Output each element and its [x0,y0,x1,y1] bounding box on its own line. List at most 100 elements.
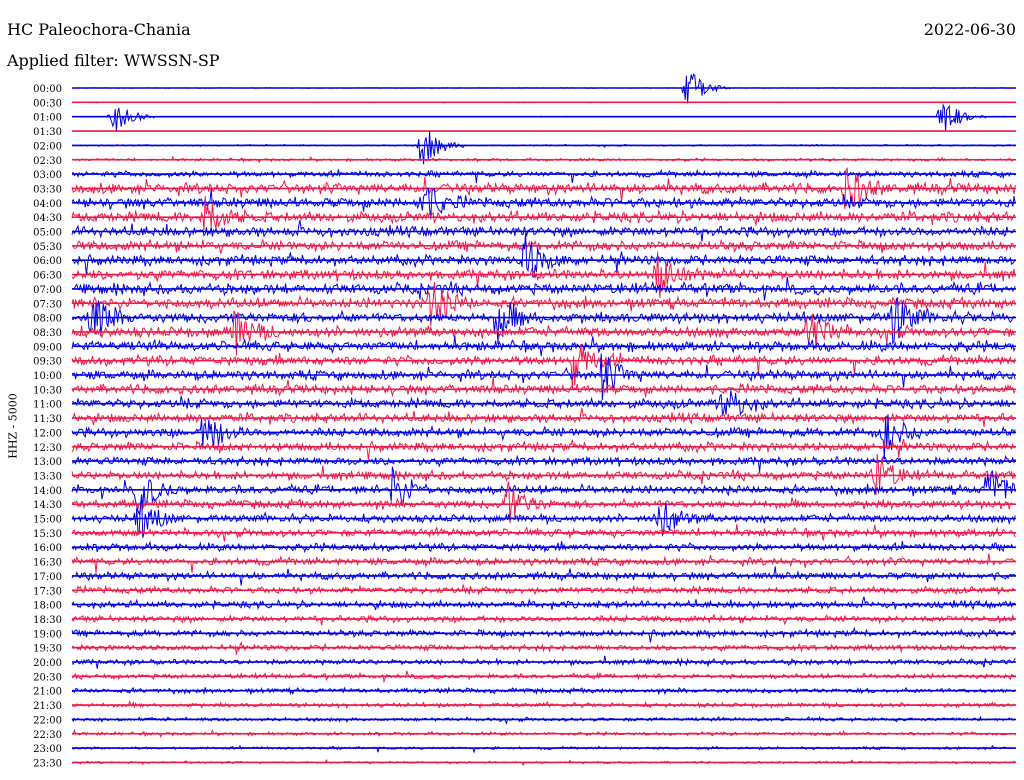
trace-1730 [72,584,1016,596]
row-label-1000: 10:00 [33,371,62,382]
trace-2330 [71,758,1016,767]
row-label-0730: 07:30 [33,299,62,310]
trace-0230 [72,155,1016,164]
row-label-1500: 15:00 [33,515,62,526]
row-label-1030: 10:30 [33,385,62,396]
trace-0300 [71,168,1016,184]
row-label-0830: 08:30 [33,328,62,339]
row-label-2230: 22:30 [33,730,62,741]
row-label-1730: 17:30 [33,586,62,597]
trace-0900 [71,335,1016,357]
row-label-1530: 15:30 [33,529,62,540]
trace-1600 [71,540,1016,554]
trace-1300 [72,454,1016,472]
trace-0130 [71,130,1016,132]
row-label-0230: 02:30 [33,156,62,167]
trace-1430 [71,481,1016,524]
row-label-1700: 17:00 [33,572,62,583]
trace-0030 [71,101,1016,104]
row-label-2100: 21:00 [33,687,62,698]
filter-label: Applied filter: WWSSN-SP [7,51,220,70]
trace-1530 [71,524,1016,542]
row-label-1330: 13:30 [33,471,62,482]
row-label-0430: 04:30 [33,213,62,224]
row-label-0330: 03:30 [33,184,62,195]
row-label-1200: 12:00 [33,428,62,439]
row-label-1300: 13:00 [33,457,62,468]
row-label-0030: 00:30 [33,98,62,109]
row-label-0700: 07:00 [33,285,62,296]
row-label-1600: 16:00 [33,543,62,554]
trace-0330 [71,166,1016,209]
trace-1200 [71,414,1016,458]
trace-0630 [71,251,1016,298]
row-label-0000: 00:00 [33,84,62,95]
trace-1500 [71,494,1016,538]
row-label-2300: 23:00 [33,744,62,755]
trace-2100 [72,686,1016,696]
trace-1930 [71,640,1016,655]
trace-1400 [71,466,1016,516]
row-label-1130: 11:30 [33,414,62,425]
trace-0430 [71,195,1016,230]
row-label-1630: 16:30 [33,558,62,569]
trace-0200 [71,130,1016,165]
trace-2200 [71,715,1016,726]
trace-1000 [71,353,1016,401]
trace-2300 [71,744,1016,754]
trace-0730 [71,282,1016,327]
trace-1830 [71,613,1016,626]
trace-1330 [71,454,1016,496]
row-label-0800: 08:00 [33,314,62,325]
trace-0400 [71,187,1016,220]
row-label-2330: 23:30 [33,758,62,769]
row-label-1830: 18:30 [33,615,62,626]
date-label: 2022-06-30 [923,20,1016,39]
row-label-0500: 05:00 [33,228,62,239]
row-label-1430: 14:30 [33,500,62,511]
row-label-1900: 19:00 [33,629,62,640]
row-label-2030: 20:30 [33,672,62,683]
trace-1230 [71,438,1016,460]
row-label-0930: 09:30 [33,357,62,368]
row-label-0300: 03:00 [33,170,62,181]
trace-2230 [71,728,1016,739]
row-label-1100: 11:00 [33,400,62,411]
row-label-0600: 06:00 [33,256,62,267]
row-label-2130: 21:30 [33,701,62,712]
row-label-1230: 12:30 [33,443,62,454]
trace-0700 [71,276,1016,301]
trace-0930 [71,344,1016,390]
row-label-1400: 14:00 [33,486,62,497]
trace-0830 [71,310,1016,356]
row-label-2200: 22:00 [33,715,62,726]
trace-1900 [71,626,1016,643]
trace-2030 [71,670,1016,684]
trace-1130 [71,407,1016,428]
row-label-1800: 18:00 [33,601,62,612]
trace-2000 [71,655,1016,669]
trace-0100 [71,103,1016,132]
row-label-0630: 06:30 [33,271,62,282]
trace-1630 [71,553,1016,573]
trace-2130 [71,700,1016,709]
row-label-0130: 01:30 [33,127,62,138]
station-title: HC Paleochora-Chania [7,20,191,39]
trace-1030 [71,376,1016,398]
row-label-0400: 04:00 [33,199,62,210]
row-label-2000: 20:00 [33,658,62,669]
row-label-0200: 02:00 [33,141,62,152]
row-label-1930: 19:30 [33,644,62,655]
row-label-0100: 01:00 [33,113,62,124]
trace-0530 [71,238,1016,254]
trace-0000 [72,73,1016,104]
trace-1700 [71,566,1016,586]
row-label-0530: 05:30 [33,242,62,253]
trace-1100 [71,390,1016,417]
trace-0500 [71,219,1016,242]
trace-0800 [71,297,1016,345]
row-label-0900: 09:00 [33,342,62,353]
trace-0600 [71,233,1016,278]
trace-1800 [71,596,1016,611]
